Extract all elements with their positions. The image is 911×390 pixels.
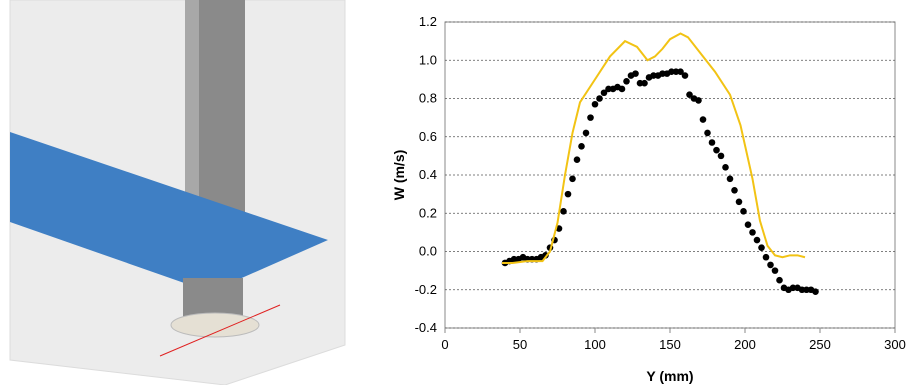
point xyxy=(596,95,603,102)
point xyxy=(583,130,590,137)
point xyxy=(727,176,734,183)
point xyxy=(812,288,819,295)
y-tick-label: 0.4 xyxy=(419,167,437,182)
y-tick-label: 0.2 xyxy=(419,205,437,220)
point xyxy=(740,208,747,215)
y-tick-label: 0.8 xyxy=(419,91,437,106)
x-tick-label: 250 xyxy=(809,337,831,352)
point xyxy=(718,153,725,160)
point xyxy=(695,97,702,104)
point xyxy=(767,262,774,269)
point xyxy=(722,164,729,171)
point xyxy=(709,139,716,146)
point xyxy=(704,130,711,137)
point xyxy=(682,72,689,79)
x-tick-label: 0 xyxy=(441,337,448,352)
point xyxy=(574,156,581,163)
x-axis-label: Y (mm) xyxy=(646,368,693,384)
render xyxy=(10,0,345,385)
point xyxy=(763,254,770,261)
y-axis-label: W (m/s) xyxy=(391,150,407,201)
point xyxy=(560,208,567,215)
x-tick-label: 100 xyxy=(584,337,606,352)
point xyxy=(745,221,752,228)
point xyxy=(700,116,707,123)
point xyxy=(776,277,783,284)
point xyxy=(578,143,585,150)
y-tick-label: -0.4 xyxy=(415,320,437,335)
y-tick-label: 1.2 xyxy=(419,14,437,29)
point xyxy=(713,147,720,154)
x-tick-label: 150 xyxy=(659,337,681,352)
point xyxy=(623,78,630,85)
point xyxy=(772,267,779,274)
point xyxy=(758,244,765,251)
y-tick-label: -0.2 xyxy=(415,282,437,297)
x-tick-label: 300 xyxy=(884,337,906,352)
point xyxy=(587,114,594,121)
point xyxy=(641,80,648,87)
x-tick-label: 50 xyxy=(513,337,527,352)
y-tick-label: 1.0 xyxy=(419,52,437,67)
point xyxy=(619,86,626,93)
point xyxy=(592,101,599,108)
point xyxy=(569,176,576,183)
point xyxy=(632,70,639,77)
base xyxy=(171,313,259,337)
y-tick-label: 0.0 xyxy=(419,244,437,259)
point xyxy=(565,191,572,198)
point xyxy=(736,198,743,205)
x-tick-label: 200 xyxy=(734,337,756,352)
point xyxy=(749,229,756,236)
y-tick-label: 0.6 xyxy=(419,129,437,144)
point xyxy=(754,237,761,244)
point xyxy=(731,187,738,194)
figure: -0.4 -0.2 0.0 0.2 0.4 0.6 0.8 1.0 1.2 0 50 100 150 20… xyxy=(0,0,911,385)
line xyxy=(502,33,805,263)
